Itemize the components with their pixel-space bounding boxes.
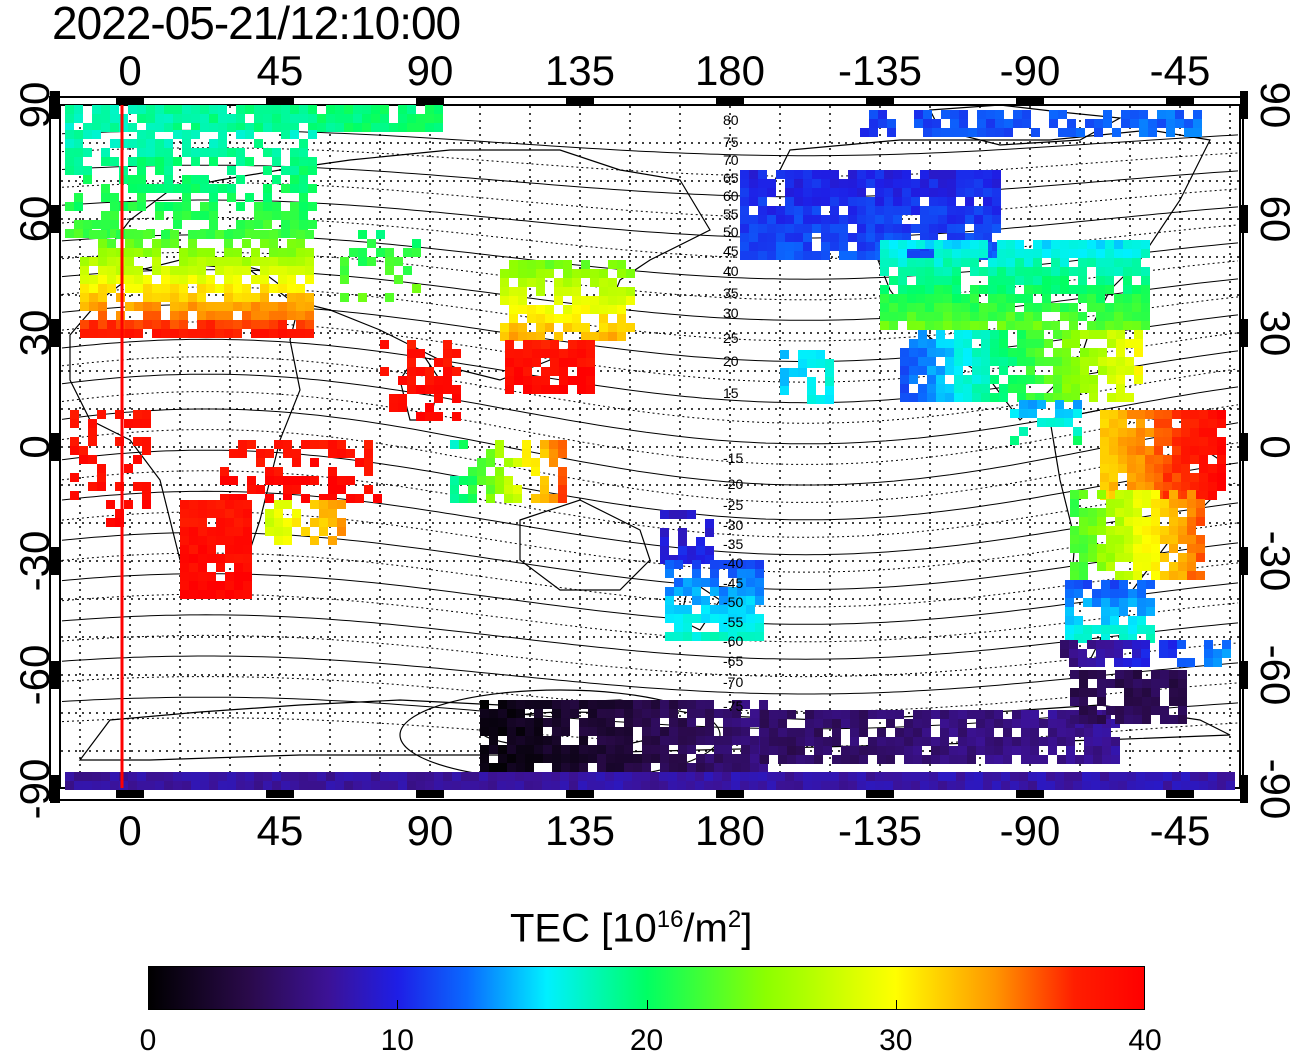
contour-label: 45 (723, 243, 739, 259)
contour-label: -50 (723, 594, 743, 610)
contour-label: -30 (723, 517, 743, 533)
lat-tick-right: 60 (1252, 196, 1294, 243)
colorbar-tick-mark (895, 1000, 897, 1010)
lon-tick-top: -135 (838, 47, 922, 94)
colorbar-tick: 30 (879, 1024, 913, 1057)
timestamp-title: 2022-05-21/12:10:00 (52, 0, 461, 49)
lon-tick-bottom: -135 (838, 807, 922, 854)
lon-tick-top: 0 (118, 47, 141, 94)
lat-tick-right: -90 (1252, 759, 1294, 820)
plot-frame (49, 96, 1244, 801)
contour-label: -75 (723, 698, 743, 714)
contour-label: 35 (723, 285, 739, 301)
lon-tick-bottom: 135 (545, 807, 615, 854)
lon-tick-bottom: -45 (1150, 807, 1211, 854)
contour-label: 15 (723, 385, 739, 401)
colorbar-tick: 40 (1128, 1024, 1162, 1057)
lon-tick-top: 45 (257, 47, 304, 94)
contour-label: -25 (723, 497, 743, 513)
contour-label: 65 (723, 170, 739, 186)
lat-tick-right: 0 (1252, 435, 1294, 458)
colorbar-tick: 10 (380, 1024, 414, 1057)
lat-tick-right: 30 (1252, 310, 1294, 357)
contour-label: 75 (723, 134, 739, 150)
lon-tick-bottom: 45 (257, 807, 304, 854)
colorbar-tick-mark (646, 1000, 648, 1010)
contour-label: -70 (723, 674, 743, 690)
lon-tick-bottom: 90 (407, 807, 454, 854)
lon-tick-bottom: 0 (118, 807, 141, 854)
colorbar-label: TEC [1016/m2] (510, 906, 753, 951)
contour-label: 60 (723, 188, 739, 204)
colorbar-tick-mark (397, 1000, 399, 1010)
colorbar-tick: 0 (139, 1024, 157, 1057)
contour-label: -40 (723, 555, 743, 571)
contour-label: -20 (723, 476, 743, 492)
contour-label: -55 (723, 614, 743, 630)
tec-data-cells (65, 105, 1235, 790)
lat-tick-right: 90 (1252, 82, 1294, 129)
contour-label: 50 (723, 224, 739, 240)
contour-label: 20 (723, 353, 739, 369)
contour-label: 30 (723, 305, 739, 321)
lon-tick-top: 135 (545, 47, 615, 94)
lat-tick-right: -60 (1252, 645, 1294, 706)
lon-tick-top: -90 (1000, 47, 1061, 94)
contour-label: 40 (723, 263, 739, 279)
lat-tick-right: -30 (1252, 531, 1294, 592)
contour-labels: 80 75 70 65 60 55 50 45 40 35 30 25 20 15 -15 -20 -25 -30… (723, 112, 743, 714)
axis-labels: 0 45 90 135 180 -135 -90 -450 45 90 135 180 -135 -90-… (11, 47, 1294, 854)
lon-tick-top: -45 (1150, 47, 1211, 94)
lon-tick-bottom: -90 (1000, 807, 1061, 854)
lat-tick-left: 0 (11, 435, 58, 458)
contour-label: -45 (723, 575, 743, 591)
lon-tick-top: 180 (695, 47, 765, 94)
lon-tick-bottom: 180 (695, 807, 765, 854)
contour-label: -65 (723, 653, 743, 669)
contour-label: 70 (723, 152, 739, 168)
contour-label: 55 (723, 206, 739, 222)
contour-label: 80 (723, 112, 739, 128)
contour-label: 25 (723, 330, 739, 346)
contour-label: -15 (723, 450, 743, 466)
colorbar-tick: 20 (629, 1024, 664, 1057)
lon-tick-top: 90 (407, 47, 454, 94)
contour-label: -60 (723, 633, 743, 649)
contour-label: -35 (723, 536, 743, 552)
